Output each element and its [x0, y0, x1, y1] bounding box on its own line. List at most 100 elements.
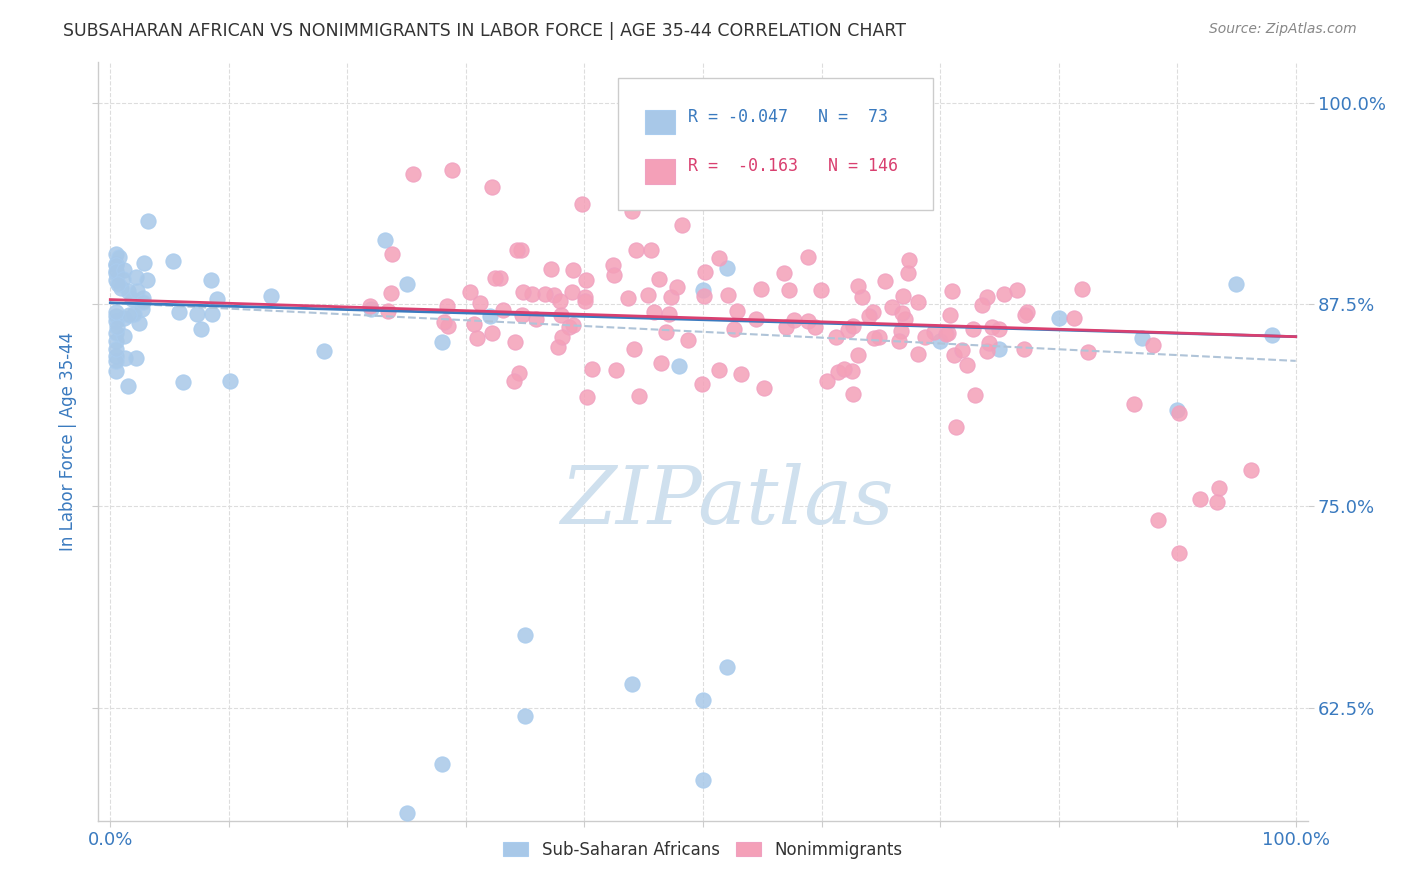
- Point: [1015, 305, 1038, 319]
- Point: [470, 295, 492, 310]
- Point: [463, 318, 485, 332]
- Point: [112, 310, 135, 325]
- Point: [105, 342, 128, 356]
- Point: [678, 333, 700, 347]
- Point: [105, 354, 128, 368]
- Point: [775, 319, 797, 334]
- Point: [950, 343, 973, 357]
- Point: [858, 309, 880, 323]
- Point: [107, 277, 129, 291]
- Point: [897, 266, 920, 280]
- Point: [709, 251, 731, 265]
- Point: [778, 283, 800, 297]
- Point: [219, 374, 242, 388]
- FancyBboxPatch shape: [645, 160, 675, 184]
- Point: [851, 290, 873, 304]
- Point: [118, 309, 141, 323]
- Point: [692, 289, 714, 303]
- Point: [1189, 491, 1212, 506]
- Point: [605, 362, 627, 376]
- Point: [105, 247, 128, 261]
- Point: [105, 309, 128, 323]
- Point: [972, 298, 994, 312]
- Point: [581, 361, 603, 376]
- Point: [550, 308, 572, 322]
- Point: [993, 286, 1015, 301]
- Point: [128, 316, 150, 330]
- Point: [671, 218, 693, 232]
- Point: [943, 348, 966, 362]
- Point: [105, 334, 128, 348]
- Point: [117, 379, 139, 393]
- Point: [1206, 495, 1229, 509]
- Point: [730, 367, 752, 381]
- Point: [987, 322, 1010, 336]
- Point: [105, 350, 128, 364]
- Point: [558, 320, 581, 334]
- Point: [695, 265, 717, 279]
- Point: [1077, 345, 1099, 359]
- Point: [395, 277, 418, 291]
- Point: [132, 291, 155, 305]
- Point: [624, 243, 647, 257]
- Point: [260, 289, 283, 303]
- Point: [988, 343, 1011, 357]
- Point: [623, 342, 645, 356]
- Point: [515, 628, 537, 642]
- Point: [703, 148, 725, 162]
- Point: [503, 334, 526, 349]
- Point: [898, 253, 921, 268]
- Point: [111, 272, 134, 286]
- Point: [863, 331, 886, 345]
- Point: [492, 302, 515, 317]
- Point: [190, 321, 212, 335]
- Point: [666, 280, 689, 294]
- Point: [484, 270, 506, 285]
- Point: [935, 327, 957, 342]
- Point: [1012, 342, 1035, 356]
- Point: [122, 307, 145, 321]
- Point: [977, 336, 1000, 351]
- FancyBboxPatch shape: [619, 78, 932, 211]
- Point: [574, 294, 596, 309]
- Point: [534, 287, 557, 301]
- Point: [547, 340, 569, 354]
- Point: [401, 167, 423, 181]
- Point: [436, 299, 458, 313]
- Point: [1147, 513, 1170, 527]
- Point: [571, 197, 593, 211]
- Point: [690, 376, 713, 391]
- Point: [962, 322, 984, 336]
- Point: [862, 305, 884, 319]
- Point: [936, 326, 959, 340]
- Point: [650, 356, 672, 370]
- Point: [575, 390, 598, 404]
- Point: [522, 287, 544, 301]
- Point: [882, 300, 904, 314]
- Point: [562, 318, 585, 333]
- Point: [508, 366, 530, 380]
- Point: [561, 285, 583, 300]
- Point: [1014, 308, 1036, 322]
- Point: [134, 256, 156, 270]
- Point: [131, 295, 153, 310]
- Point: [125, 285, 148, 299]
- Point: [716, 660, 738, 674]
- Point: [359, 299, 381, 313]
- Point: [797, 250, 820, 264]
- Point: [640, 243, 662, 257]
- Point: [797, 314, 820, 328]
- Point: [1063, 311, 1085, 326]
- Point: [832, 361, 855, 376]
- Point: [827, 365, 849, 379]
- Point: [432, 335, 454, 350]
- Point: [723, 322, 745, 336]
- Point: [914, 329, 936, 343]
- Point: [945, 420, 967, 434]
- Point: [131, 301, 153, 316]
- Point: [868, 330, 890, 344]
- Point: [489, 271, 512, 285]
- Point: [105, 257, 128, 271]
- Point: [377, 303, 399, 318]
- Legend: Sub-Saharan Africans, Nonimmigrants: Sub-Saharan Africans, Nonimmigrants: [496, 834, 910, 865]
